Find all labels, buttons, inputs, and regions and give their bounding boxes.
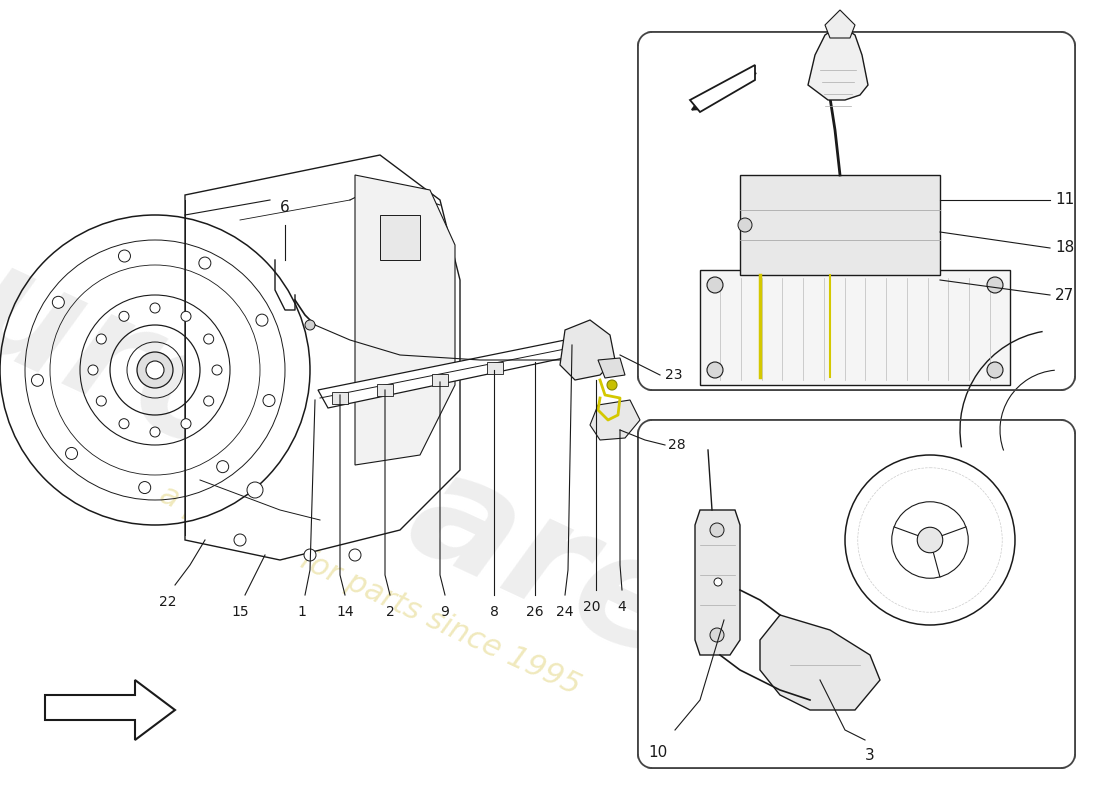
Polygon shape bbox=[695, 510, 740, 655]
Text: 28: 28 bbox=[668, 438, 685, 452]
Circle shape bbox=[119, 250, 131, 262]
Circle shape bbox=[349, 549, 361, 561]
Bar bbox=[638, 32, 1075, 390]
Text: 26: 26 bbox=[526, 605, 543, 619]
Polygon shape bbox=[432, 374, 448, 386]
Polygon shape bbox=[318, 340, 578, 408]
Circle shape bbox=[710, 628, 724, 642]
Polygon shape bbox=[740, 175, 940, 275]
Circle shape bbox=[97, 396, 107, 406]
Text: 9: 9 bbox=[441, 605, 450, 619]
Polygon shape bbox=[590, 400, 640, 440]
Circle shape bbox=[248, 482, 263, 498]
Bar bbox=[638, 420, 1075, 768]
Circle shape bbox=[212, 365, 222, 375]
Circle shape bbox=[987, 362, 1003, 378]
Circle shape bbox=[32, 374, 43, 386]
Circle shape bbox=[204, 396, 213, 406]
Polygon shape bbox=[377, 384, 393, 396]
Circle shape bbox=[138, 352, 173, 388]
Text: eurospares: eurospares bbox=[0, 188, 789, 732]
Circle shape bbox=[987, 277, 1003, 293]
Text: 10: 10 bbox=[648, 745, 668, 760]
Circle shape bbox=[119, 311, 129, 322]
Polygon shape bbox=[598, 358, 625, 378]
Polygon shape bbox=[185, 155, 460, 560]
Circle shape bbox=[256, 314, 268, 326]
Text: 2: 2 bbox=[386, 605, 395, 619]
Polygon shape bbox=[808, 25, 868, 100]
Text: 11: 11 bbox=[1055, 193, 1075, 207]
Polygon shape bbox=[560, 320, 615, 380]
Polygon shape bbox=[45, 680, 175, 740]
Circle shape bbox=[88, 365, 98, 375]
Circle shape bbox=[234, 534, 246, 546]
Polygon shape bbox=[760, 615, 880, 710]
Text: 23: 23 bbox=[666, 368, 682, 382]
Circle shape bbox=[738, 218, 752, 232]
Circle shape bbox=[53, 296, 64, 308]
Circle shape bbox=[607, 380, 617, 390]
Circle shape bbox=[304, 549, 316, 561]
Circle shape bbox=[714, 578, 722, 586]
Text: a passion for parts since 1995: a passion for parts since 1995 bbox=[155, 479, 585, 701]
Polygon shape bbox=[379, 215, 420, 260]
Text: 8: 8 bbox=[490, 605, 498, 619]
Circle shape bbox=[139, 482, 151, 494]
Circle shape bbox=[97, 334, 107, 344]
Text: 22: 22 bbox=[160, 595, 177, 609]
Text: 15: 15 bbox=[231, 605, 249, 619]
Text: 27: 27 bbox=[1055, 287, 1075, 302]
Circle shape bbox=[707, 277, 723, 293]
Text: 1: 1 bbox=[298, 605, 307, 619]
Circle shape bbox=[305, 320, 315, 330]
Text: 14: 14 bbox=[337, 605, 354, 619]
Circle shape bbox=[204, 334, 213, 344]
Circle shape bbox=[917, 527, 943, 553]
Text: 18: 18 bbox=[1055, 241, 1075, 255]
Circle shape bbox=[263, 394, 275, 406]
Circle shape bbox=[150, 303, 160, 313]
Text: 3: 3 bbox=[865, 748, 874, 763]
Polygon shape bbox=[487, 362, 503, 374]
Circle shape bbox=[710, 523, 724, 537]
Polygon shape bbox=[355, 175, 455, 465]
Polygon shape bbox=[690, 65, 755, 112]
Polygon shape bbox=[332, 392, 348, 404]
Polygon shape bbox=[825, 10, 855, 38]
Circle shape bbox=[119, 418, 129, 429]
Circle shape bbox=[182, 311, 191, 322]
Circle shape bbox=[217, 461, 229, 473]
Circle shape bbox=[707, 362, 723, 378]
Circle shape bbox=[199, 257, 211, 269]
Polygon shape bbox=[700, 270, 1010, 385]
Circle shape bbox=[182, 418, 191, 429]
Text: 6: 6 bbox=[280, 200, 290, 215]
Text: 24: 24 bbox=[557, 605, 574, 619]
Text: 20: 20 bbox=[583, 600, 601, 614]
Circle shape bbox=[66, 447, 78, 459]
Text: 4: 4 bbox=[617, 600, 626, 614]
Circle shape bbox=[150, 427, 160, 437]
Circle shape bbox=[146, 361, 164, 379]
